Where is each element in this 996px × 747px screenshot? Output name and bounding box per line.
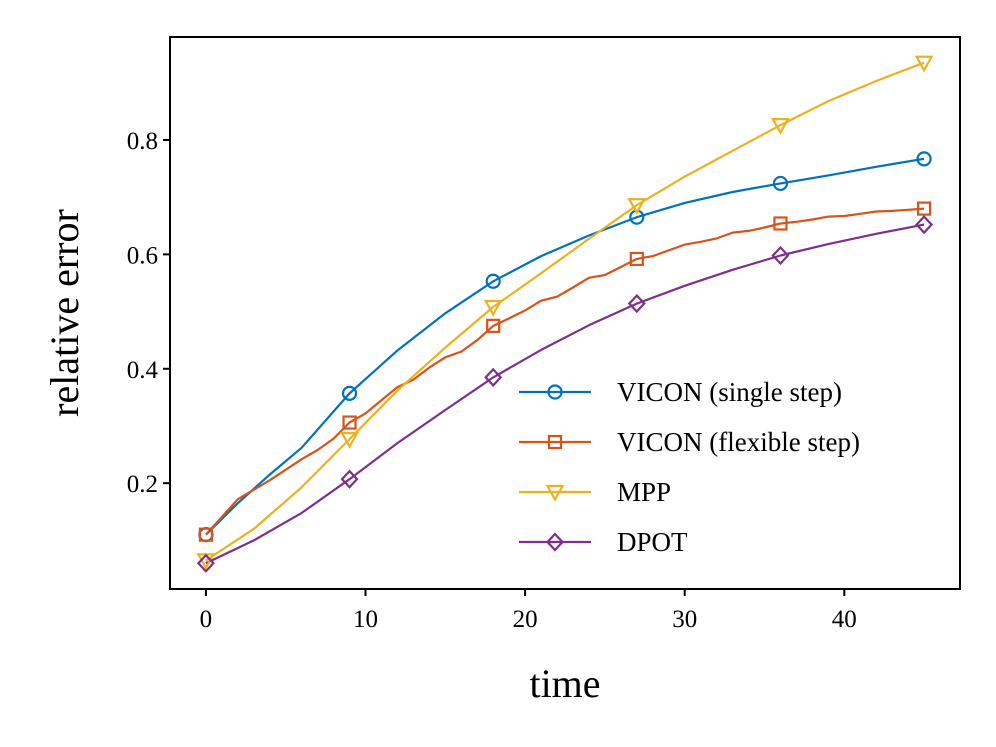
data-point-dpot <box>915 215 934 235</box>
x-axis-title: time <box>529 661 600 706</box>
data-point-mpp <box>914 55 934 73</box>
data-point-vicon-single-step <box>916 151 932 167</box>
series-line-vicon-flexible-step <box>205 207 925 536</box>
data-point-vicon-single-step <box>772 175 789 192</box>
x-tick-label: 10 <box>353 606 378 633</box>
data-point-vicon-flexible-step <box>486 318 501 333</box>
data-point-dpot <box>196 553 215 573</box>
legend-item-dpot: DPOT <box>519 527 688 557</box>
data-point-mpp <box>627 198 647 215</box>
legend-item-vicon-flexible-step: VICON (flexible step) <box>519 427 860 457</box>
legend: VICON (single step) VICON (flexible step)… <box>519 377 860 557</box>
legend-item-mpp: MPP <box>519 477 671 507</box>
series-line-dpot <box>205 223 925 565</box>
x-axis: 0 10 20 30 40 <box>200 589 857 633</box>
data-point-vicon-flexible-step <box>773 216 788 231</box>
x-tick-label: 30 <box>672 606 697 633</box>
y-tick-label: 0.4 <box>127 357 159 384</box>
legend-marker-triangle-down <box>545 484 565 502</box>
legend-label: DPOT <box>617 527 688 557</box>
x-tick-label: 20 <box>513 606 538 633</box>
data-point-vicon-flexible-step <box>342 415 357 430</box>
data-point-mpp <box>340 432 359 449</box>
markers-layer <box>196 55 934 573</box>
data-point-dpot <box>484 367 503 387</box>
series-line-mpp <box>205 61 925 562</box>
plot-frame <box>169 36 961 590</box>
data-point-dpot <box>771 245 790 266</box>
y-tick-label: 0.8 <box>127 128 158 155</box>
series-line-vicon-single-step <box>205 157 925 536</box>
y-axis: 0.2 0.4 0.6 0.8 <box>127 128 170 498</box>
y-axis-title: relative error <box>42 209 87 417</box>
x-tick-label: 40 <box>832 606 857 633</box>
legend-label: VICON (flexible step) <box>617 427 860 457</box>
data-point-mpp <box>771 117 790 135</box>
data-point-vicon-single-step <box>341 385 358 401</box>
x-tick-label: 0 <box>200 606 213 633</box>
legend-item-vicon-single-step: VICON (single step) <box>519 377 842 407</box>
y-tick-label: 0.2 <box>127 471 158 498</box>
legend-marker-diamond <box>545 532 565 552</box>
legend-marker-circle <box>547 384 563 400</box>
data-point-vicon-flexible-step <box>629 251 644 267</box>
y-tick-label: 0.6 <box>127 242 158 269</box>
legend-label: MPP <box>617 477 671 507</box>
legend-label: VICON (single step) <box>617 377 842 407</box>
data-point-dpot <box>627 293 646 314</box>
series-layer <box>205 61 925 565</box>
legend-marker-square <box>547 434 563 450</box>
data-point-vicon-flexible-step <box>916 201 932 216</box>
data-point-mpp <box>483 299 503 317</box>
data-point-dpot <box>340 469 359 489</box>
data-point-vicon-single-step <box>485 273 501 289</box>
data-point-vicon-flexible-step <box>198 527 214 542</box>
